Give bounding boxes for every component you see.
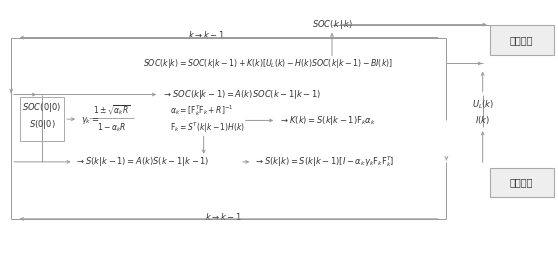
Text: $\rightarrow S(k|k-1)=A(k)S(k-1|k-1)$: $\rightarrow S(k|k-1)=A(k)S(k-1|k-1)$ [75, 155, 210, 168]
Text: $k\rightarrow k-1$: $k\rightarrow k-1$ [205, 211, 242, 222]
Bar [490, 168, 554, 198]
Text: $\alpha_k=[\mathrm{F}_k^T\mathrm{F}_k+R]^{-1}$: $\alpha_k=[\mathrm{F}_k^T\mathrm{F}_k+R]… [170, 103, 234, 118]
Text: $I(k)$: $I(k)$ [475, 114, 490, 126]
Text: $S(0|0)$: $S(0|0)$ [28, 118, 55, 131]
Text: $\rightarrow S(k|k)=S(k|k-1)[I-\alpha_k\gamma_k\mathrm{F}_k\mathrm{F}_k^T]$: $\rightarrow S(k|k)=S(k|k-1)[I-\alpha_k\… [254, 154, 395, 169]
Text: $1-\alpha_k R$: $1-\alpha_k R$ [97, 122, 126, 134]
Text: $SOC(k\,|\,k)$: $SOC(k\,|\,k)$ [311, 18, 353, 31]
Text: $\gamma_k=$: $\gamma_k=$ [81, 115, 99, 126]
Text: $\rightarrow K(k)=S(k|k-1)\mathrm{F}_k\alpha_k$: $\rightarrow K(k)=S(k|k-1)\mathrm{F}_k\a… [279, 114, 376, 127]
Bar [490, 25, 554, 55]
Text: $k\rightarrow k-1$: $k\rightarrow k-1$ [188, 30, 225, 40]
Text: 算法入口: 算法入口 [510, 178, 533, 188]
Text: 算法出口: 算法出口 [510, 35, 533, 45]
Text: $U_L(k)$: $U_L(k)$ [472, 99, 494, 111]
Text: $SOC(0|0)$: $SOC(0|0)$ [22, 101, 61, 114]
Text: $\rightarrow SOC(k|k-1)=A(k)SOC(k-1|k-1)$: $\rightarrow SOC(k|k-1)=A(k)SOC(k-1|k-1)… [162, 88, 321, 101]
Bar [20, 97, 64, 141]
Text: $1\pm\sqrt{\alpha_k R}$: $1\pm\sqrt{\alpha_k R}$ [93, 104, 130, 117]
Text: $SOC(k|k)=SOC(k|k-1)+K(k)[U_L(k)-H(k)SOC(k|k-1)-BI(k)]$: $SOC(k|k)=SOC(k|k-1)+K(k)[U_L(k)-H(k)SOC… [143, 57, 393, 70]
Text: $\mathrm{F}_k=S^T(k|k-1)H(k)$: $\mathrm{F}_k=S^T(k|k-1)H(k)$ [170, 121, 245, 135]
